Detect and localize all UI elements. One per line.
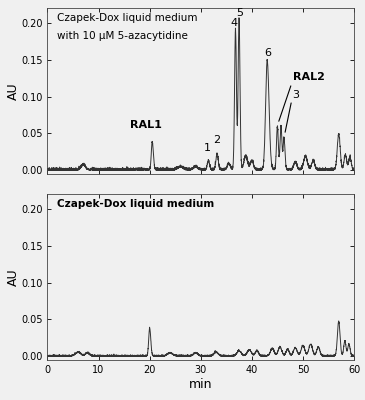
Text: 1: 1 (204, 143, 211, 153)
Text: 2: 2 (213, 134, 220, 144)
Text: 5: 5 (236, 8, 243, 18)
Text: Czapek-Dox liquid medium: Czapek-Dox liquid medium (57, 13, 197, 23)
Y-axis label: AU: AU (7, 82, 20, 100)
Text: 3: 3 (292, 90, 299, 100)
Text: 4: 4 (230, 18, 238, 28)
Y-axis label: AU: AU (7, 268, 20, 286)
Text: RAL2: RAL2 (293, 72, 324, 82)
X-axis label: min: min (189, 378, 212, 391)
Text: 6: 6 (265, 48, 272, 58)
Text: with 10 μM 5-azacytidine: with 10 μM 5-azacytidine (57, 31, 188, 41)
Text: RAL1: RAL1 (130, 120, 161, 130)
Text: Czapek-Dox liquid medium: Czapek-Dox liquid medium (57, 199, 214, 209)
